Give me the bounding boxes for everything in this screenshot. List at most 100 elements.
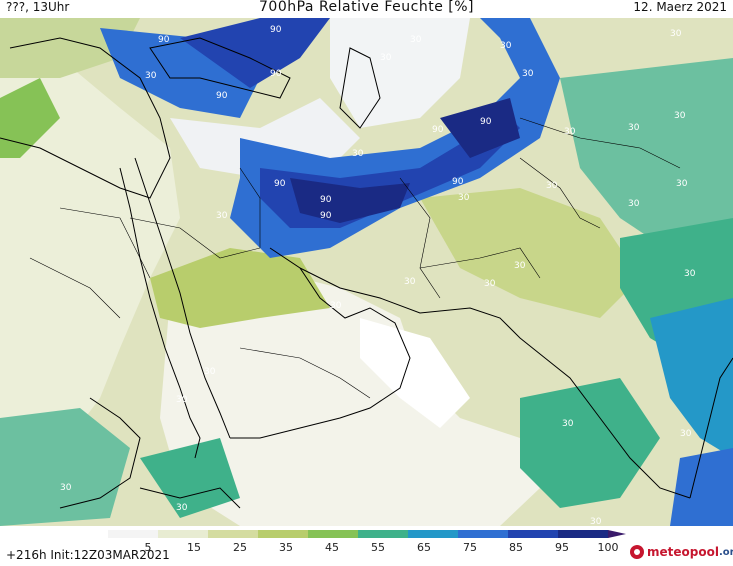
chart-title: 700hPa Relative Feuchte [%] [259,0,474,15]
contour-label: 30 [628,199,640,209]
red-sea-east-coast [134,157,231,439]
contour-label: 30 [352,149,364,159]
border-2 [239,167,261,248]
iran-pakistan-india-coast [299,267,691,499]
contour-label: 30 [500,41,512,51]
humid-area-east-africa [0,408,130,526]
humid-area-bay-of-bengal [670,448,733,526]
colorbar-tick-label: 95 [555,541,569,554]
humid-band-peak [290,178,410,223]
colorbar-segment [258,530,309,538]
black-sea [149,37,291,99]
logo-main-text: meteopool [647,545,719,559]
contour-label: 90 [480,117,492,127]
contour-label: 90 [432,125,444,135]
contour-label: 90 [158,35,170,45]
humidity-map: 90 90 90 90 90 90 90 90 90 90 30 30 30 3… [0,18,733,526]
coastlines [0,37,733,509]
colorbar-tick-label: 55 [371,541,385,554]
caspian-sea [339,47,381,129]
colorbar-max-arrow [608,530,626,538]
humidity-map-svg: 90 90 90 90 90 90 90 90 90 90 30 30 30 3… [0,18,733,526]
colorbar-tick-label: 25 [233,541,247,554]
contour-label: 30 [670,29,682,39]
red-sea-west-coast [119,167,201,459]
colorbar-tick-label: 35 [279,541,293,554]
humid-area-horn-africa [140,438,240,518]
very-dry-area-oman [360,318,470,428]
gulf-of-aden [139,487,241,509]
colorbar-tick-label: 85 [509,541,523,554]
contour-label: 30 [676,179,688,189]
contour-label: 30 [684,269,696,279]
arabia-coast [230,247,411,439]
colorbar-segment [158,530,209,538]
contour-label: 30 [564,127,576,137]
contour-label: 30 [562,419,574,429]
mediterranean-coast [0,37,171,199]
horn-of-africa-border [59,397,141,509]
contour-label: 90 [320,195,332,205]
colorbar-tick-label: 5 [144,541,152,554]
border-3 [399,177,441,299]
contour-label: 90 [452,177,464,187]
colorbar-segment [108,530,159,538]
contour-label: 90 [274,179,286,189]
dry-area-north-africa [0,58,180,468]
contour-label: 30 [60,483,72,493]
colorbar-segment [358,530,409,538]
humid-band-afghan-peak [440,98,520,158]
humid-area-east-india [650,298,733,458]
colorbar-tick-label: 65 [417,541,431,554]
border-6 [239,347,371,399]
colorbar-segment [408,530,459,538]
colorbar-tick-label: 75 [463,541,477,554]
contour-label: 30 [484,279,496,289]
country-borders [29,117,681,399]
humid-area-central-asia [560,58,733,258]
colorbar-segment [508,530,559,538]
contour-label: 30 [404,277,416,287]
colorbar-tick-label: 45 [325,541,339,554]
logo-icon [630,545,644,559]
contour-label: 30 [330,301,342,311]
chart-header: ???, 13Uhr 700hPa Relative Feuchte [%] 1… [0,0,733,18]
border-5 [519,157,601,229]
colorbar-segment [558,530,609,538]
border-4 [419,247,541,279]
contour-label: 30 [204,367,216,377]
contour-label: 30 [176,503,188,513]
moist-area-libya [0,78,60,158]
contour-label: 30 [680,429,692,439]
border-9 [29,257,121,319]
border-1 [129,217,261,259]
humid-band-north [180,18,330,88]
contour-label: 30 [458,193,470,203]
contour-label: 30 [628,123,640,133]
humid-band-blacksea [100,28,260,118]
contour-label: 30 [380,53,392,63]
colorbar-segment [208,530,259,538]
colorbar [108,530,626,538]
meteopool-logo: meteopool .org [630,545,733,559]
contour-label: 30 [514,261,526,271]
contour-label: 30 [674,111,686,121]
humid-area-india [520,378,660,508]
contour-label: 30 [145,71,157,81]
contour-label: 30 [522,69,534,79]
colorbar-tick-label: 15 [187,541,201,554]
dry-area-caspian [330,18,470,128]
border-7 [519,117,681,169]
contour-labels-30: 30 30 30 30 30 30 30 30 30 30 30 30 30 3… [60,29,696,526]
india-east-coast [689,357,733,499]
colorbar-tick-label: 100 [597,541,619,554]
moist-band-gulf [150,248,330,328]
contour-labels-90: 90 90 90 90 90 90 90 90 90 90 [158,25,492,221]
dry-area-arabia [160,268,540,526]
contour-label: 90 [216,91,228,101]
border-8 [59,207,151,279]
valid-time-label: ???, 13Uhr [6,0,70,14]
contour-label: 30 [546,181,558,191]
colorbar-segment [458,530,509,538]
contour-label: 30 [384,343,396,353]
